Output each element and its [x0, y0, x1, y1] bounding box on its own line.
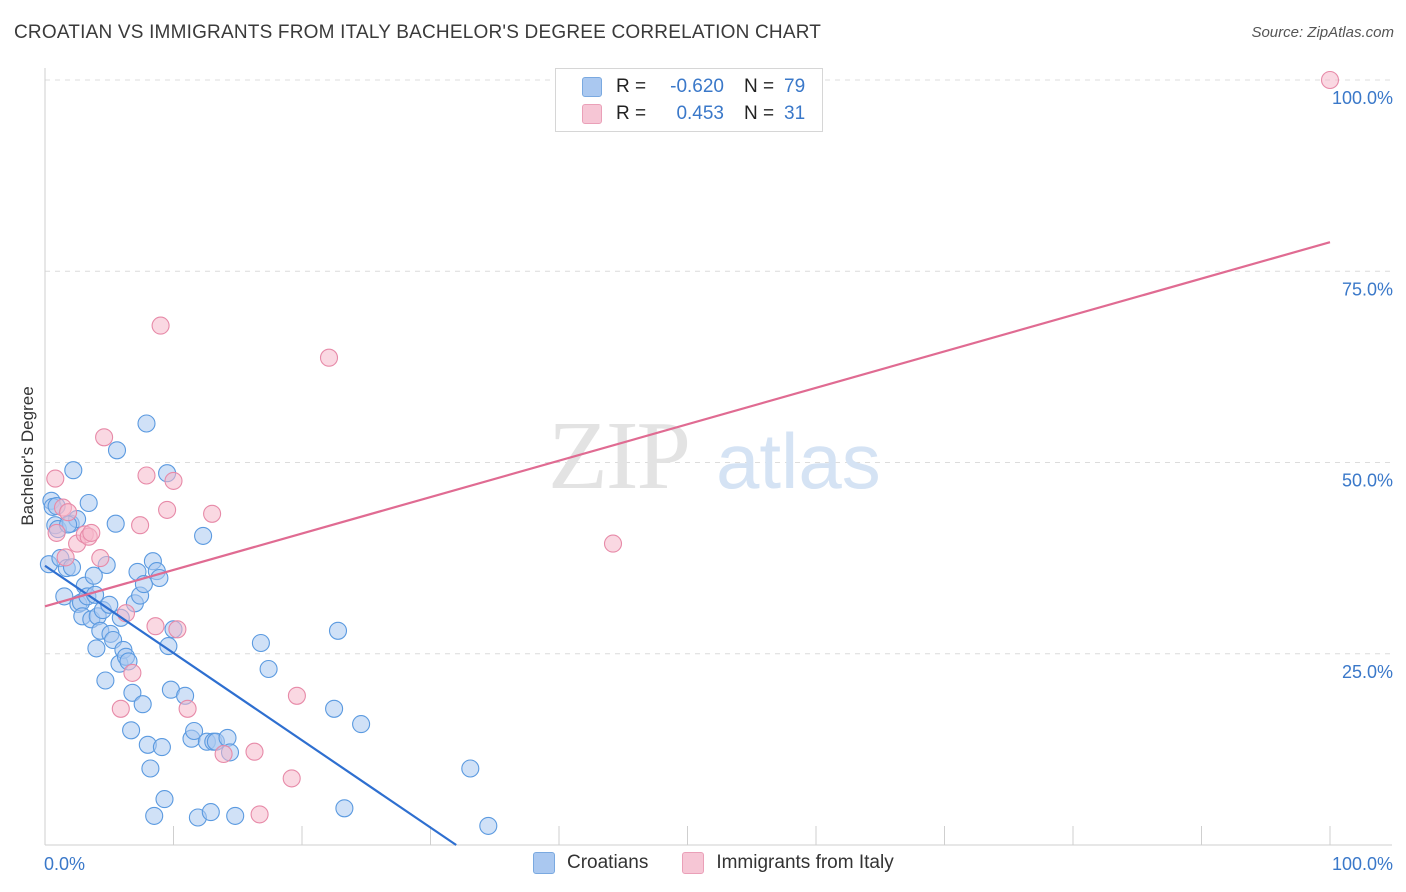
gridlines [45, 79, 1390, 655]
chart-title: CROATIAN VS IMMIGRANTS FROM ITALY BACHEL… [14, 22, 822, 43]
trend-line-italy [44, 241, 1331, 608]
watermark-zip: ZIP [548, 402, 689, 510]
data-point[interactable] [226, 806, 245, 825]
data-point[interactable] [282, 769, 301, 788]
data-point[interactable] [122, 721, 141, 740]
series-legend: Croatians Immigrants from Italy [533, 852, 928, 874]
data-point[interactable] [151, 316, 170, 335]
legend-n-value: 79 [784, 76, 806, 97]
data-point[interactable] [352, 715, 371, 734]
legend-n-value: 31 [784, 103, 806, 124]
data-point[interactable] [46, 469, 65, 488]
data-point[interactable] [137, 414, 156, 433]
italy-points [46, 70, 1340, 824]
data-point[interactable] [95, 428, 114, 447]
data-point[interactable] [603, 534, 623, 553]
data-point[interactable] [1320, 70, 1340, 90]
data-point[interactable] [145, 806, 164, 825]
data-point[interactable] [111, 699, 130, 718]
data-point[interactable] [158, 500, 177, 519]
trend-line-croatians [44, 564, 457, 846]
data-point[interactable] [123, 663, 142, 682]
data-point[interactable] [106, 514, 125, 533]
legend-label: Immigrants from Italy [716, 852, 894, 873]
y-tick-label: 50.0% [1342, 471, 1393, 491]
legend-n-label: N = [744, 76, 775, 97]
data-point[interactable] [328, 621, 348, 640]
data-point[interactable] [82, 523, 101, 542]
croatians-points [39, 414, 498, 835]
data-point[interactable] [96, 671, 115, 690]
legend-r-value: 0.453 [676, 103, 724, 124]
data-point[interactable] [47, 523, 66, 542]
data-point[interactable] [107, 441, 127, 460]
legend-row-italy: R = 0.453 N = 31 [582, 102, 805, 126]
data-point[interactable] [203, 504, 222, 523]
data-point[interactable] [325, 699, 344, 718]
data-point[interactable] [84, 566, 103, 585]
data-point[interactable] [201, 803, 220, 822]
legend-item-italy[interactable]: Immigrants from Italy [682, 852, 894, 874]
data-point[interactable] [168, 620, 187, 639]
trend-lines [44, 241, 1331, 846]
y-tick-label: 25.0% [1342, 662, 1393, 682]
data-point[interactable] [251, 633, 270, 653]
watermark: ZIP atlas [548, 402, 881, 510]
data-point[interactable] [131, 516, 150, 535]
tick-labels: 25.0% 50.0% 75.0% 100.0% 0.0% 100.0% [44, 88, 1393, 874]
legend-swatch-pink [582, 104, 602, 124]
data-point[interactable] [87, 639, 106, 658]
data-point[interactable] [146, 617, 165, 636]
legend-row-croatians: R = -0.620 N = 79 [582, 75, 805, 99]
y-tick-label: 75.0% [1342, 279, 1393, 299]
watermark-atlas: atlas [716, 417, 881, 505]
data-point[interactable] [133, 695, 152, 714]
data-point[interactable] [214, 744, 233, 764]
data-point[interactable] [185, 721, 204, 741]
y-tick-label: 100.0% [1332, 88, 1393, 108]
legend-swatch-blue [533, 852, 555, 874]
data-point[interactable] [159, 637, 178, 656]
data-point[interactable] [123, 683, 142, 702]
legend-label: Croatians [567, 852, 649, 873]
data-point[interactable] [116, 604, 136, 623]
legend-n-label: N = [744, 103, 775, 124]
data-point[interactable] [245, 742, 264, 761]
data-point[interactable] [194, 526, 213, 545]
stats-legend: R = -0.620 N = 79 R = 0.453 N = 31 [555, 68, 823, 132]
data-point[interactable] [250, 805, 269, 824]
data-point[interactable] [479, 816, 498, 835]
data-point[interactable] [64, 461, 83, 480]
data-point[interactable] [178, 699, 197, 718]
legend-r-label: R = [616, 103, 647, 124]
legend-item-croatians[interactable]: Croatians [533, 852, 648, 874]
data-point[interactable] [319, 348, 339, 367]
x-tick-label: 100.0% [1332, 854, 1393, 874]
data-point[interactable] [287, 686, 306, 705]
data-point[interactable] [259, 659, 278, 679]
data-point[interactable] [164, 471, 183, 490]
data-point[interactable] [155, 790, 174, 809]
data-point[interactable] [152, 738, 171, 757]
data-point[interactable] [141, 759, 160, 778]
legend-swatch-pink [682, 852, 705, 874]
data-point[interactable] [461, 759, 480, 778]
data-point[interactable] [59, 503, 78, 522]
axes [44, 68, 1392, 846]
x-tick-label: 0.0% [44, 854, 85, 874]
data-point[interactable] [335, 799, 354, 818]
data-point[interactable] [56, 548, 75, 567]
legend-r-value: -0.620 [670, 76, 724, 97]
legend-swatch-blue [582, 77, 602, 97]
source-label: Source: ZipAtlas.com [1251, 24, 1394, 41]
data-point[interactable] [91, 549, 110, 568]
data-point[interactable] [137, 466, 156, 485]
data-point[interactable] [79, 493, 98, 513]
legend-r-label: R = [616, 76, 647, 97]
